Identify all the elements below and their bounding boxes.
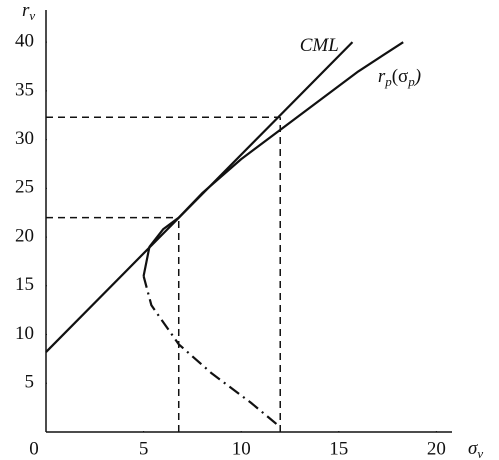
y-axis-label: rv [22,0,35,23]
x-tick-label: 0 [29,438,39,459]
y-tick-label: 25 [15,177,34,198]
y-tick-label: 15 [15,274,34,295]
annotation: rp(σp) [378,67,421,90]
x-axis-label-part: σ [468,438,478,459]
y-axis-label-part: v [29,8,35,23]
y-tick-label: 35 [15,79,34,100]
y-tick-label: 40 [15,31,34,52]
annotation-part: p [407,74,415,89]
series-line [142,41,404,277]
y-axis-label-part: r [22,0,30,21]
annotation-part: p [384,74,392,89]
x-tick-label: 20 [427,438,446,459]
annotation-part: ) [414,67,421,88]
x-axis-label: σv [468,438,483,460]
y-tick-label: 5 [25,372,35,393]
y-tick-label: 30 [15,128,34,149]
x-tick-label: 5 [139,438,149,459]
x-axis-label-part: v [477,446,483,460]
x-tick-label: 15 [329,438,348,459]
annotation-part: (σ [392,67,409,88]
annotation: CML [300,35,339,56]
x-tick-label: 10 [232,438,251,459]
y-tick-label: 10 [15,323,34,344]
y-tick-label: 20 [15,225,34,246]
annotation-part: CML [300,35,339,56]
annotation-part: r [378,67,386,88]
series-line [142,275,281,428]
